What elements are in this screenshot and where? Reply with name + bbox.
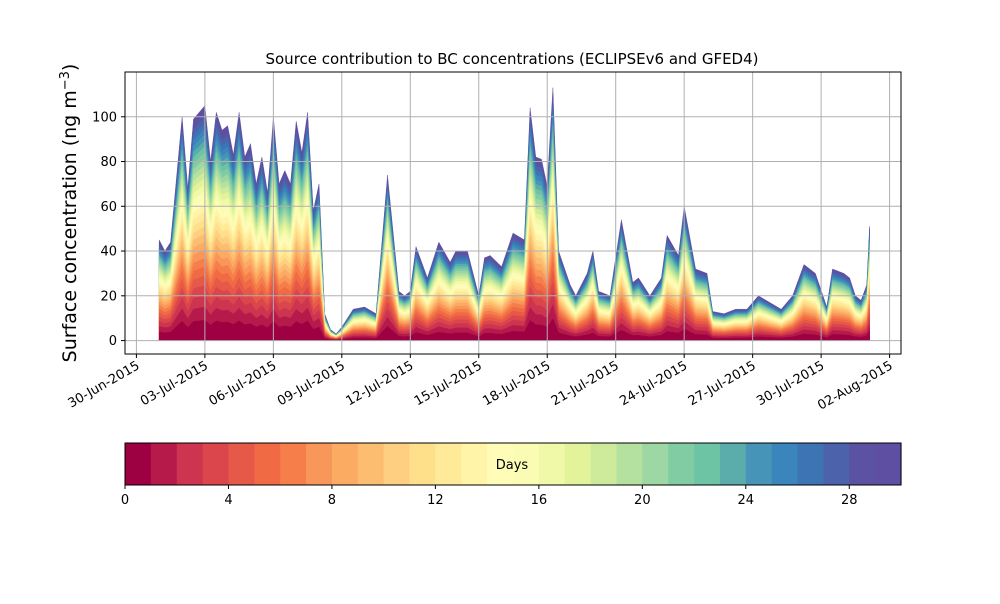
- x-tick-label-9: 27-Jul-2015: [686, 358, 759, 409]
- colorbar-cell-19: [616, 443, 643, 485]
- colorbar-cell-12: [435, 443, 462, 485]
- colorbar-cell-28: [849, 443, 876, 485]
- colorbar-cell-7: [306, 443, 333, 485]
- colorbar-cell-24: [745, 443, 773, 485]
- y-tick-label-40: 40: [100, 245, 117, 260]
- colorbar-cell-20: [642, 443, 669, 485]
- x-tick-label-3: 09-Jul-2015: [275, 358, 348, 409]
- colorbar-cell-17: [564, 443, 592, 485]
- colorbar-cell-25: [771, 443, 799, 485]
- colorbar-cell-2: [176, 443, 204, 485]
- x-tick-label-5: 15-Jul-2015: [412, 358, 485, 409]
- colorbar-cell-3: [202, 443, 230, 485]
- colorbar-cell-13: [461, 443, 488, 485]
- colorbar-label: Days: [496, 458, 529, 473]
- colorbar-cell-26: [797, 443, 824, 485]
- colorbar-ticks: 0 4 8 12 16 20 24 28: [121, 485, 858, 508]
- colorbar-cell-21: [668, 443, 695, 485]
- colorbar-cell-14: [487, 443, 514, 485]
- y-axis-label-main: Surface concentration (ng m: [59, 90, 81, 362]
- colorbar-cell-29: [875, 443, 902, 485]
- colorbar-tick-label-0: 0: [121, 493, 129, 508]
- colorbar-tick-label-16: 16: [531, 493, 548, 508]
- colorbar-frame: [124, 442, 902, 486]
- colorbar-cell-1: [150, 443, 178, 485]
- colorbar-cell-15: [513, 443, 540, 485]
- y-axis-label-close: ): [59, 64, 81, 71]
- colorbar-cell-9: [357, 443, 385, 485]
- colorbar-cell-10: [383, 443, 411, 485]
- colorbar-cell-5: [254, 443, 281, 485]
- x-tick-label-11: 02-Aug-2015: [815, 358, 895, 413]
- stacked-area-layers: [159, 87, 870, 341]
- x-tick-label-4: 12-Jul-2015: [343, 358, 416, 409]
- colorbar: Days 0 4 8 12 16 20 24 28: [121, 442, 902, 508]
- x-tick-label-8: 24-Jul-2015: [617, 358, 690, 409]
- x-axis-ticks: 30-Jun-201503-Jul-201506-Jul-201509-Jul-…: [66, 354, 896, 414]
- x-tick-label-2: 06-Jul-2015: [207, 358, 280, 409]
- y-tick-label-0: 0: [109, 334, 117, 349]
- plot-frame: [124, 71, 902, 355]
- colorbar-cell-6: [280, 443, 307, 485]
- colorbar-tick-label-20: 20: [634, 493, 651, 508]
- colorbar-cell-23: [719, 443, 747, 485]
- y-tick-label-80: 80: [100, 155, 117, 170]
- y-axis-label: Surface concentration (ng m−3): [58, 64, 82, 363]
- colorbar-tick-label-28: 28: [841, 493, 858, 508]
- y-axis-label-superscript: −3: [58, 71, 73, 90]
- x-tick-label-0: 30-Jun-2015: [66, 358, 143, 411]
- colorbar-tick-label-8: 8: [328, 493, 336, 508]
- colorbar-tick-label-24: 24: [738, 493, 755, 508]
- colorbar-cell-0: [125, 443, 152, 485]
- y-tick-label-60: 60: [100, 200, 117, 215]
- y-tick-label-100: 100: [92, 110, 117, 125]
- colorbar-cell-16: [538, 443, 566, 485]
- colorbar-cell-18: [590, 443, 618, 485]
- x-tick-label-7: 21-Jul-2015: [549, 358, 622, 409]
- y-axis-ticks: 0 20 40 60 80 100: [92, 110, 125, 349]
- colorbar-tick-label-12: 12: [427, 493, 444, 508]
- y-tick-label-20: 20: [100, 289, 117, 304]
- colorbar-cell-11: [409, 443, 436, 485]
- grid-lines: [125, 72, 901, 354]
- colorbar-cell-22: [694, 443, 721, 485]
- x-tick-label-6: 18-Jul-2015: [480, 358, 553, 409]
- plot-area: 0 20 40 60 80 100 30-Jun-201503-Jul-201506-Ju…: [66, 71, 902, 414]
- colorbar-cell-8: [331, 443, 359, 485]
- colorbar-cells: [125, 443, 902, 485]
- colorbar-cell-4: [228, 443, 255, 485]
- chart-title: Source contribution to BC concentrations…: [265, 50, 758, 68]
- colorbar-tick-label-4: 4: [224, 493, 232, 508]
- colorbar-cell-27: [823, 443, 850, 485]
- x-tick-label-1: 03-Jul-2015: [138, 358, 211, 409]
